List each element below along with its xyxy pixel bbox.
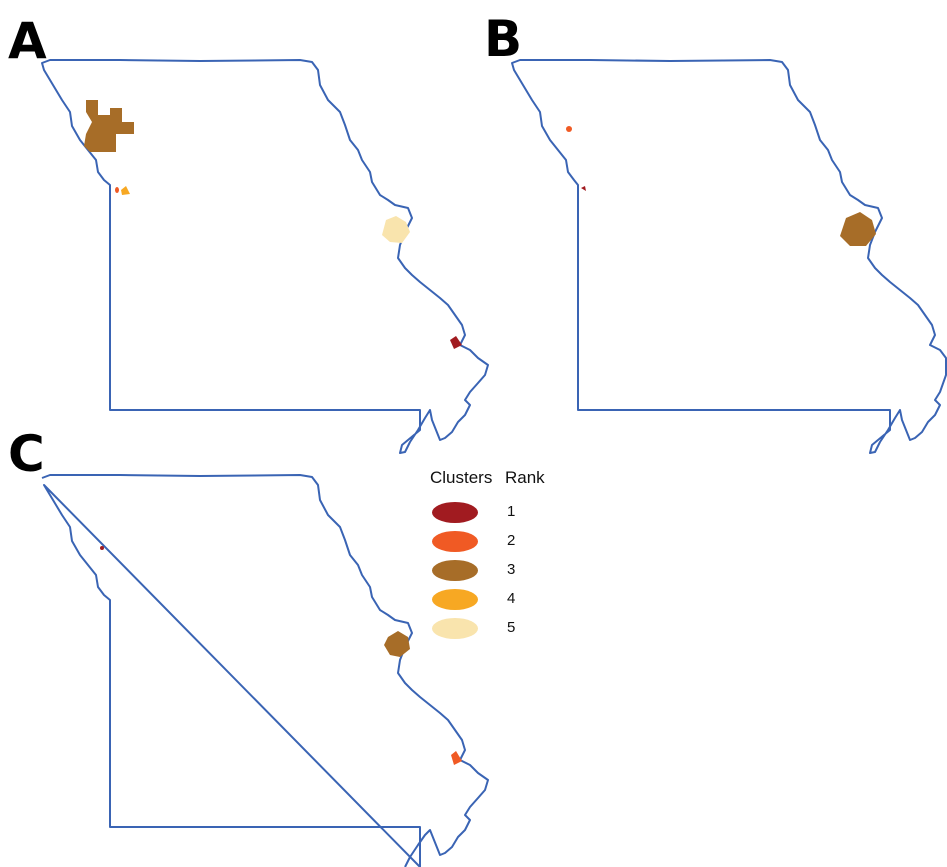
legend-item: 2: [410, 529, 580, 559]
state-outline-b: [511, 59, 947, 454]
legend-swatch-rank-2: [432, 531, 478, 552]
map-panel-b: B: [470, 0, 947, 455]
cluster-rank-3-a: [84, 100, 134, 152]
panel-label-c: C: [8, 425, 45, 483]
legend-rank-label: 3: [507, 561, 516, 578]
map-panel-a: A: [0, 0, 490, 455]
cluster-rank-3-c: [384, 631, 410, 657]
cluster-legend: Clusters Rank 1 2 3 4 5: [410, 468, 580, 648]
cluster-rank-1-a: [450, 336, 462, 349]
legend-swatch-rank-4: [432, 589, 478, 610]
legend-swatch-rank-1: [432, 502, 478, 523]
legend-rank-label: 5: [507, 619, 516, 636]
missouri-map-a: [41, 59, 489, 454]
cluster-rank-1-c: [100, 546, 104, 550]
cluster-rank-1-b: [581, 186, 586, 191]
legend-rank-header: Rank: [505, 468, 545, 487]
legend-clusters-header: Clusters: [430, 468, 493, 487]
cluster-rank-5-a: [382, 216, 410, 243]
legend-rank-label: 4: [507, 590, 516, 607]
cluster-rank-2-c: [451, 751, 462, 765]
legend-rank-label: 2: [507, 532, 516, 549]
cluster-rank-4-a: [121, 186, 130, 195]
legend-swatch-rank-5: [432, 618, 478, 639]
map-panel-c: C: [0, 425, 500, 867]
legend-item: 3: [410, 558, 580, 588]
panel-label-a: A: [8, 12, 47, 70]
legend-swatch-rank-3: [432, 560, 478, 581]
cluster-rank-3-b: [840, 212, 876, 246]
cluster-rank-2-a: [115, 187, 119, 193]
legend-item: 1: [410, 500, 580, 530]
missouri-map-c: [41, 474, 489, 867]
panel-label-b: B: [484, 10, 523, 68]
state-outline-c: [41, 474, 489, 867]
cluster-rank-2-b: [566, 126, 572, 132]
state-outline-a: [41, 59, 489, 454]
legend-item: 4: [410, 587, 580, 617]
missouri-map-b: [511, 59, 947, 454]
legend-item: 5: [410, 616, 580, 646]
legend-rank-label: 1: [507, 503, 516, 520]
